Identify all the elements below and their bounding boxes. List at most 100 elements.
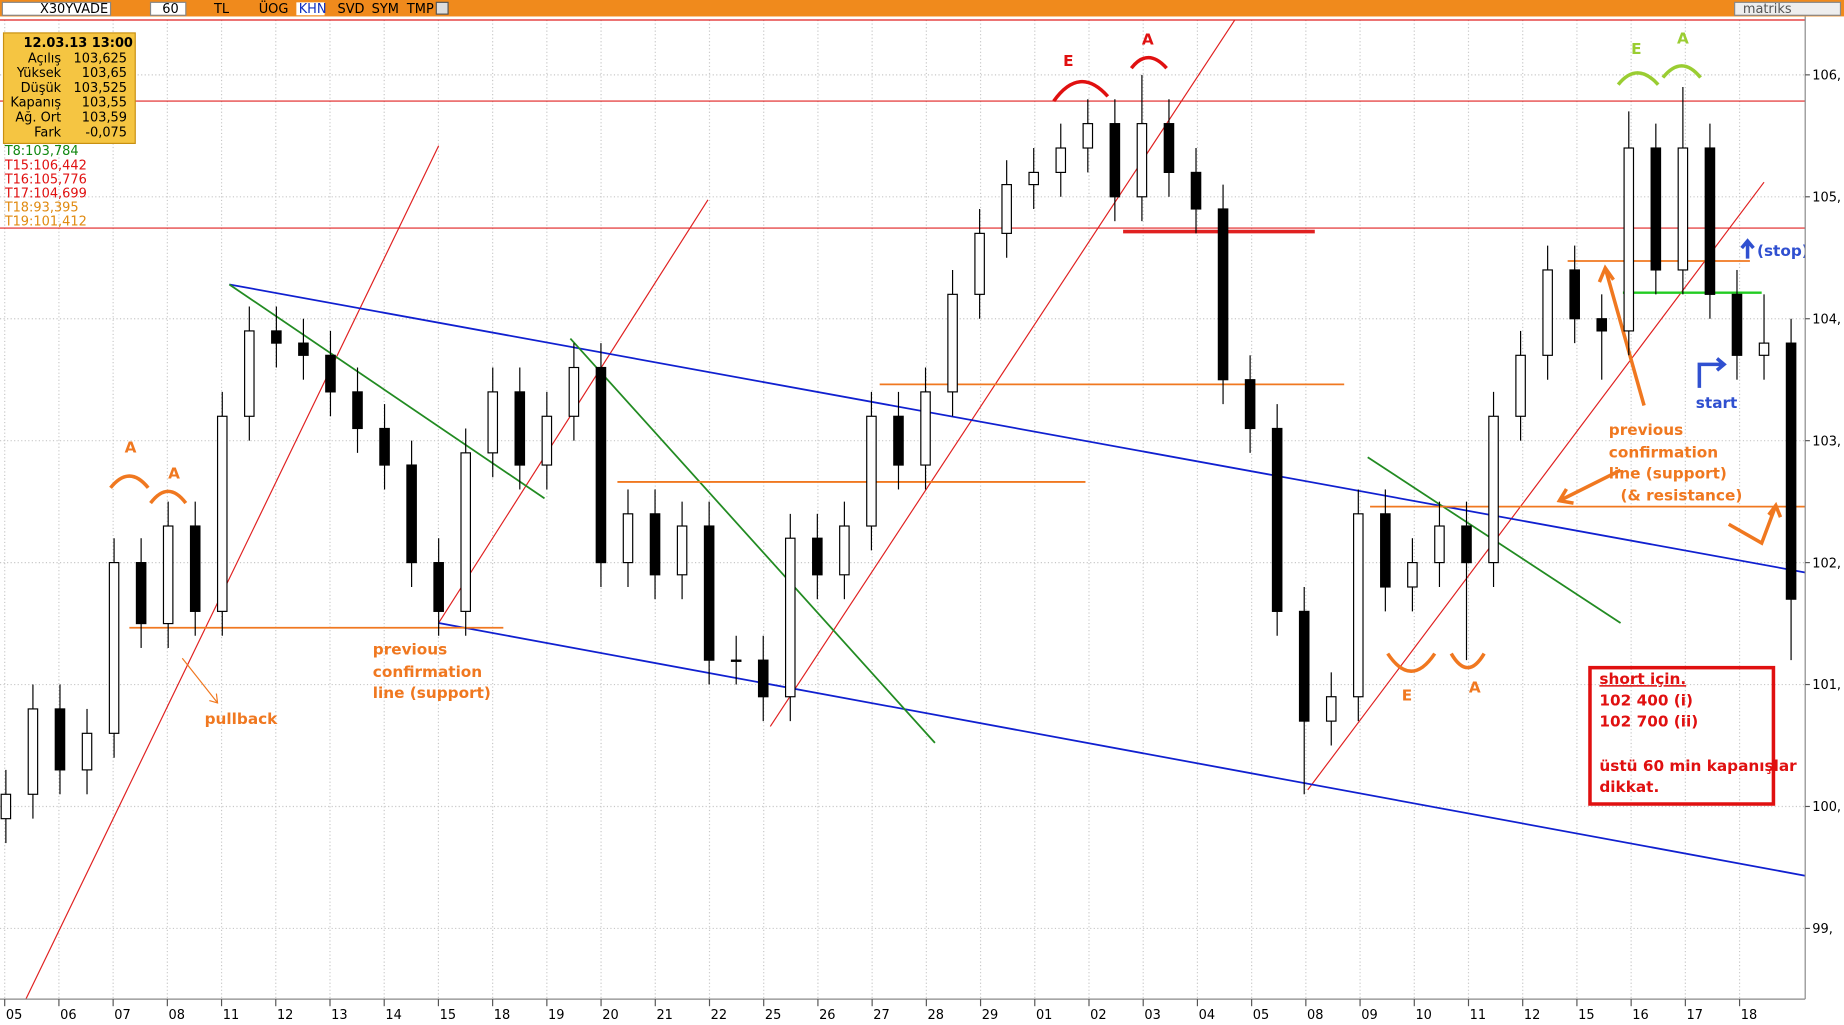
y-tick-label: 99, bbox=[1812, 922, 1833, 937]
info-label: Açılış bbox=[28, 51, 61, 66]
level-label: T16:105,776 bbox=[4, 172, 87, 187]
candle-body bbox=[1001, 184, 1012, 234]
candle-body bbox=[1542, 269, 1553, 356]
note: 102 700 (ii) bbox=[1599, 712, 1698, 730]
x-tick-label: 25 bbox=[765, 1008, 781, 1023]
arc bbox=[1449, 652, 1486, 670]
candle-body bbox=[730, 659, 742, 662]
x-tick-label: 11 bbox=[223, 1008, 239, 1023]
symbol-box[interactable] bbox=[1, 1, 112, 16]
candle-body bbox=[1434, 525, 1445, 564]
x-tick-label: 22 bbox=[711, 1008, 727, 1023]
annotation: E bbox=[1402, 687, 1412, 705]
candle-body bbox=[839, 525, 850, 576]
x-tick-label: 17 bbox=[1687, 1008, 1703, 1023]
candle-body bbox=[1163, 123, 1175, 173]
symbol[interactable]: X30YVADE bbox=[40, 2, 108, 17]
annotation: E bbox=[1063, 52, 1073, 70]
x-tick-label: 15 bbox=[440, 1008, 456, 1023]
annotation: (& resistance) bbox=[1621, 487, 1743, 505]
annotation: A bbox=[1677, 29, 1689, 47]
note: 102 400 (i) bbox=[1599, 691, 1693, 709]
x-tick-label: 28 bbox=[928, 1008, 944, 1023]
candle-body bbox=[298, 342, 309, 356]
candle-body bbox=[1461, 525, 1472, 564]
candle-body bbox=[1569, 269, 1580, 320]
x-tick-label: 04 bbox=[1199, 1008, 1215, 1023]
annotation: confirmation bbox=[1609, 443, 1718, 461]
arc bbox=[1386, 652, 1437, 673]
info-value: 103,625 bbox=[74, 51, 127, 66]
candle-body bbox=[784, 537, 796, 698]
x-tick-label: 16 bbox=[1632, 1008, 1648, 1023]
candle-body bbox=[866, 415, 877, 527]
arrow bbox=[1556, 468, 1622, 505]
x-tick-label: 08 bbox=[169, 1008, 185, 1023]
candle-body bbox=[135, 562, 147, 625]
x-tick-label: 11 bbox=[1470, 1008, 1486, 1023]
candle-body bbox=[325, 354, 336, 393]
brand-box bbox=[1734, 1, 1842, 16]
candles bbox=[0, 74, 1797, 844]
candle-body bbox=[271, 330, 282, 344]
level-label: T8:103,784 bbox=[4, 144, 79, 159]
candle-body bbox=[162, 525, 174, 625]
period-box[interactable] bbox=[149, 1, 187, 16]
candle-body bbox=[1785, 342, 1797, 600]
x-tick-label: 12 bbox=[277, 1008, 293, 1023]
candle-body bbox=[893, 415, 904, 466]
candle-body bbox=[514, 391, 526, 466]
candle-body bbox=[1190, 171, 1202, 210]
info-label: Düşük bbox=[21, 81, 62, 96]
x-tick-label: 01 bbox=[1036, 1008, 1052, 1023]
candle-body bbox=[1380, 513, 1391, 588]
candle-body bbox=[487, 391, 499, 454]
candle-body bbox=[1244, 379, 1256, 430]
info-label: Fark bbox=[34, 125, 61, 140]
info-label: Yüksek bbox=[16, 66, 62, 81]
dropdown[interactable] bbox=[435, 1, 449, 15]
currency[interactable]: TL bbox=[213, 2, 230, 17]
candle-body bbox=[1488, 415, 1499, 564]
x-tick-label: 05 bbox=[6, 1008, 22, 1023]
candle-body bbox=[1028, 171, 1040, 186]
arrow bbox=[181, 657, 219, 704]
tab[interactable]: TMP bbox=[406, 2, 434, 17]
candle-body bbox=[81, 732, 93, 771]
info-label: Kapanış bbox=[10, 96, 61, 111]
annotation: A bbox=[168, 464, 180, 482]
annotation: previous bbox=[373, 641, 447, 659]
brand: matriks bbox=[1743, 2, 1792, 17]
arc bbox=[1616, 71, 1660, 86]
info-value: 103,65 bbox=[82, 66, 127, 81]
note: dikkat. bbox=[1599, 778, 1659, 796]
annotation: (stop) bbox=[1757, 242, 1809, 260]
x-tick-label: 09 bbox=[1361, 1008, 1377, 1023]
tab[interactable]: ÜOG bbox=[259, 0, 289, 17]
candle-body bbox=[1325, 696, 1337, 722]
annotation: A bbox=[1469, 678, 1481, 696]
note: üstü 60 min kapanışlar bbox=[1599, 757, 1797, 775]
candle-body bbox=[460, 452, 471, 612]
channel-line bbox=[229, 283, 1806, 574]
tab[interactable]: KHN bbox=[299, 2, 327, 17]
period[interactable]: 60 bbox=[162, 2, 178, 17]
candle-body bbox=[379, 427, 390, 466]
info-rows: Açılış 103,625 Yüksek 103,65 Düşük 103,525 Kap… bbox=[10, 51, 127, 140]
x-tick-label: 12 bbox=[1524, 1008, 1540, 1023]
candle-body bbox=[947, 293, 958, 393]
tab[interactable]: SVD bbox=[338, 2, 365, 17]
candle-body bbox=[568, 366, 580, 417]
arc bbox=[1052, 79, 1110, 103]
candle-body bbox=[1758, 342, 1770, 356]
tab[interactable]: SYM bbox=[372, 2, 399, 17]
candle-body bbox=[1623, 147, 1635, 332]
level-label: T18:93,395 bbox=[4, 201, 79, 216]
x-tick-label: 05 bbox=[1253, 1008, 1269, 1023]
candle-body bbox=[1677, 147, 1689, 271]
level-label: T19:101,412 bbox=[4, 215, 87, 230]
annotation: line (support) bbox=[373, 684, 491, 702]
arc bbox=[109, 474, 150, 489]
x-tick-label: 21 bbox=[656, 1008, 672, 1023]
